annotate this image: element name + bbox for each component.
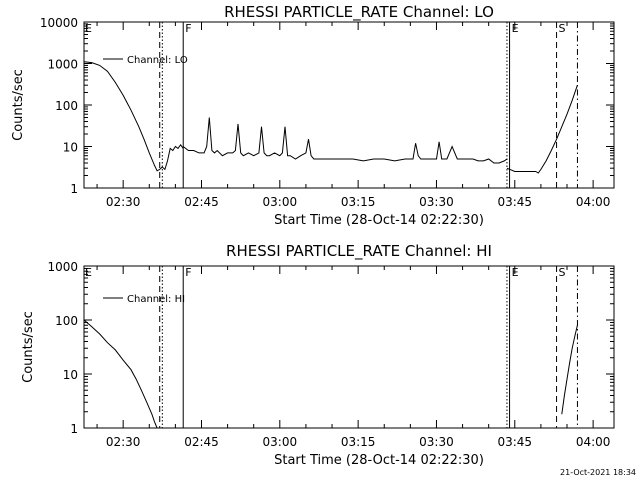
event-marker-label: S (559, 22, 566, 35)
x-axis-label: Start Time (28-Oct-14 02:22:30) (274, 213, 484, 228)
x-tick-label: 02:30 (106, 195, 141, 209)
chart-title: RHESSI PARTICLE_RATE Channel: HI (226, 242, 492, 261)
chart-panel-hi: RHESSI PARTICLE_RATE Channel: HI 1 10 100 10… (21, 242, 615, 468)
y-tick-label: 1 (70, 422, 78, 436)
series-line (83, 319, 158, 429)
legend-label: Channel: HI (127, 294, 185, 305)
legend-label: Channel: LO (127, 55, 188, 66)
y-axis-label: Counts/sec (21, 311, 36, 383)
x-tick-label: 03:15 (341, 195, 376, 209)
y-tick-label: 1000 (47, 58, 78, 72)
chart-panel-lo: RHESSI PARTICLE_RATE Channel: LO 1 10 100 10… (11, 3, 615, 228)
footer-timestamp: 21-Oct-2021 18:34 (560, 468, 636, 477)
corner-marker-label: E (85, 266, 92, 279)
x-tick-label: 03:45 (497, 435, 532, 449)
x-tick-label: 03:30 (419, 435, 454, 449)
y-axis-label: Counts/sec (11, 69, 26, 141)
x-tick-label: 02:30 (106, 435, 141, 449)
y-tick-label: 10 (63, 368, 78, 382)
x-tick-label: 02:45 (184, 195, 219, 209)
y-tick-label: 1 (70, 182, 78, 196)
y-tick-label: 100 (55, 99, 78, 113)
series-line (561, 325, 578, 415)
y-tick-label: 1000 (47, 260, 78, 274)
x-tick-label: 02:45 (184, 435, 219, 449)
plot-frame (83, 265, 615, 429)
y-tick-label: 10000 (40, 16, 78, 30)
x-tick-label: 04:00 (576, 435, 611, 449)
event-marker-label: F (185, 266, 191, 279)
y-tick-label: 100 (55, 314, 78, 328)
series-line (83, 61, 184, 172)
x-tick-label: 03:45 (497, 195, 532, 209)
y-tick-label: 10 (63, 141, 78, 155)
plot-frame (83, 21, 615, 189)
x-tick-label: 03:15 (341, 435, 376, 449)
x-tick-label: 03:00 (263, 195, 298, 209)
corner-marker-label: E (85, 22, 92, 35)
x-tick-label: 03:00 (263, 435, 298, 449)
series-line (506, 85, 578, 174)
series-line (182, 117, 508, 164)
event-marker-label: F (185, 22, 191, 35)
event-marker-label: S (559, 266, 566, 279)
x-axis-label: Start Time (28-Oct-14 02:22:30) (274, 453, 484, 468)
event-marker-label: E (512, 266, 519, 279)
x-tick-label: 03:30 (419, 195, 454, 209)
x-tick-label: 04:00 (576, 195, 611, 209)
event-marker-label: E (512, 22, 519, 35)
chart-title: RHESSI PARTICLE_RATE Channel: LO (224, 3, 494, 22)
